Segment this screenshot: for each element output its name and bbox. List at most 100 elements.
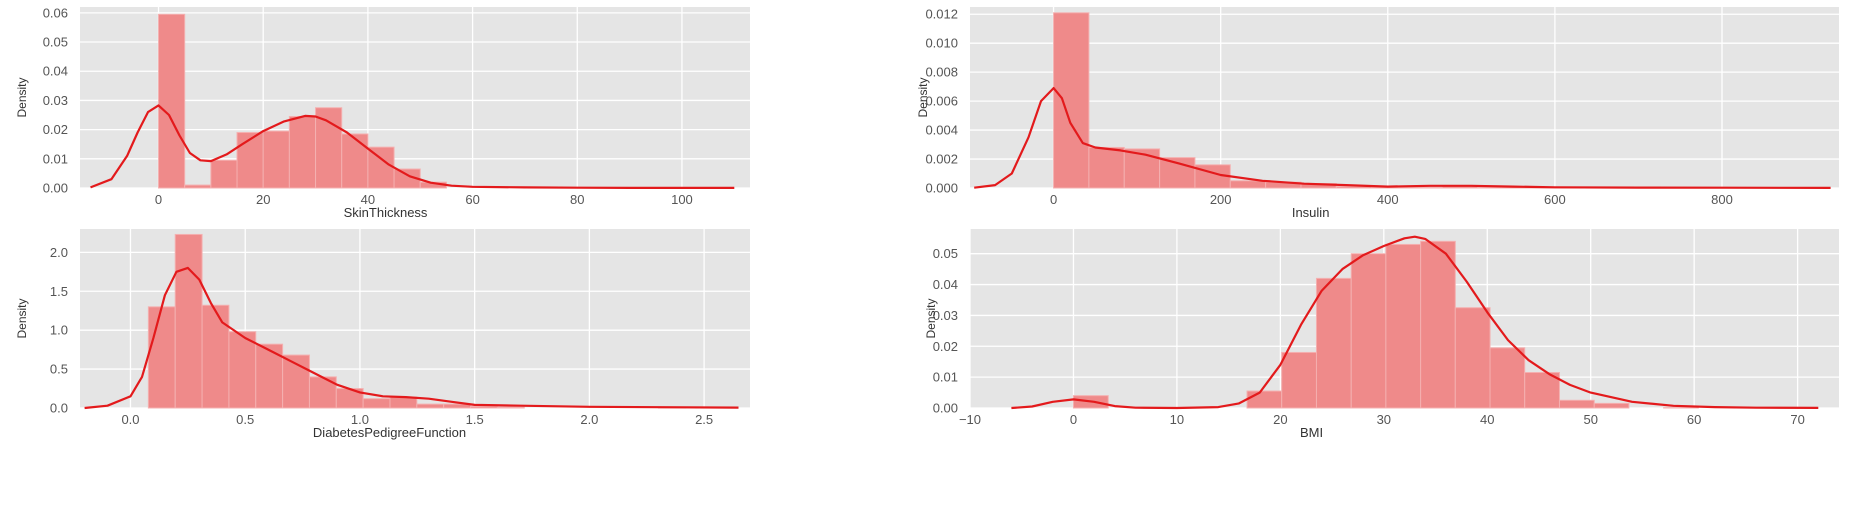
histogram-bar — [1229, 180, 1267, 189]
x-tick-label: 70 — [1790, 412, 1804, 427]
x-tick-label: 40 — [1480, 412, 1494, 427]
y-tick-label: 0.05 — [43, 35, 68, 50]
plot-background — [80, 7, 750, 188]
histogram-bar — [1053, 12, 1090, 189]
skinthickness-chart: 0 20 40 60 80 100 0.00 0.01 0.02 0.03 0.04 0.05 0.06… — [15, 5, 750, 220]
y-tick-label: 0.04 — [43, 64, 68, 79]
histogram-bar — [236, 132, 264, 189]
histogram-bar — [1088, 146, 1125, 189]
y-tick-label: 0.00 — [43, 181, 68, 196]
x-tick-label: 400 — [1377, 192, 1399, 207]
x-tick-label: 0 — [155, 192, 162, 207]
histogram-bar — [470, 405, 498, 409]
y-tick-label: 0.02 — [933, 339, 958, 354]
y-tick-label: 0.04 — [933, 277, 958, 292]
kde-line — [90, 104, 735, 189]
y-tick-label: 0.05 — [933, 246, 958, 261]
y-tick-label: 1.5 — [50, 284, 68, 299]
x-tick-label: 0 — [1050, 192, 1057, 207]
x-tick-label: 40 — [361, 192, 375, 207]
histogram-bar — [389, 396, 418, 409]
x-tick-label: 200 — [1210, 192, 1232, 207]
x-tick-label: 1.0 — [351, 412, 369, 427]
bmi-chart: −10 0 10 20 30 40 50 60 70 0.00 0.01 0.02 0.03 0.04 0.… — [924, 229, 1839, 440]
x-tick-label: 60 — [465, 192, 479, 207]
x-tick-label: 50 — [1583, 412, 1597, 427]
histogram-bar — [288, 115, 317, 189]
diabetes-pedigree-chart: 0.0 0.5 1.0 1.5 2.0 2.5 0.0 0.5 1.0 1.5 2.0 Diabete… — [15, 229, 750, 440]
y-axis-label: Density — [924, 298, 938, 338]
histogram-bar — [315, 107, 343, 189]
histogram-bar — [262, 130, 290, 189]
x-tick-label: −10 — [959, 412, 981, 427]
histogram-bar — [496, 406, 525, 409]
histogram-bar — [184, 184, 212, 189]
histogram-bar — [255, 343, 284, 409]
y-tick-label: 0.010 — [925, 36, 958, 51]
y-tick-label: 1.0 — [50, 323, 68, 338]
y-tick-label: 0.5 — [50, 362, 68, 377]
x-tick-label: 0.5 — [236, 412, 254, 427]
histogram-bar — [1123, 148, 1161, 189]
x-tick-label: 800 — [1711, 192, 1733, 207]
y-tick-label: 0.0 — [50, 401, 68, 416]
histogram-bar — [210, 159, 238, 189]
x-axis-label: SkinThickness — [344, 205, 428, 220]
histogram-bar — [1385, 243, 1422, 409]
y-tick-label: 0.02 — [43, 122, 68, 137]
y-tick-label: 0.01 — [43, 151, 68, 166]
y-axis-label: Density — [15, 77, 29, 117]
histogram-bar — [174, 233, 203, 409]
histogram-bar — [341, 133, 369, 189]
histogram-bar — [1315, 277, 1352, 409]
x-tick-label: 30 — [1377, 412, 1391, 427]
x-tick-label: 20 — [256, 192, 270, 207]
y-tick-label: 0.008 — [925, 65, 958, 80]
insulin-chart: 0 200 400 600 800 0.000 0.002 0.004 0.006 0.008 0.… — [916, 7, 1839, 220]
x-tick-label: 600 — [1544, 192, 1566, 207]
x-tick-label: 2.5 — [695, 412, 713, 427]
x-tick-label: 20 — [1273, 412, 1287, 427]
histogram-bar — [1454, 307, 1491, 409]
x-axis-label: Insulin — [1292, 205, 1330, 220]
histogram-bar — [1350, 253, 1387, 409]
histogram-bar — [1281, 351, 1317, 409]
histogram-bar — [367, 146, 395, 189]
kde-line — [1011, 235, 1819, 410]
y-tick-label: 0.002 — [925, 152, 958, 167]
kde-line — [84, 266, 739, 410]
x-tick-label: 0.0 — [121, 412, 139, 427]
histogram-bar — [1420, 240, 1456, 409]
y-tick-label: 0.00 — [933, 401, 958, 416]
histogram-bar — [158, 13, 186, 189]
histogram-bar — [1558, 399, 1595, 409]
x-axis-label: BMI — [1300, 425, 1323, 440]
y-tick-label: 0.03 — [933, 308, 958, 323]
y-axis-label: Density — [15, 298, 29, 338]
x-tick-label: 2.0 — [580, 412, 598, 427]
x-tick-label: 10 — [1170, 412, 1184, 427]
y-tick-label: 0.004 — [925, 123, 958, 138]
histogram-bar — [228, 331, 257, 409]
histogram-bar — [1489, 347, 1526, 409]
y-tick-label: 0.01 — [933, 370, 958, 385]
x-axis-label: DiabetesPedigreeFunction — [313, 425, 466, 440]
y-axis-label: Density — [916, 77, 930, 117]
histogram-bar — [416, 403, 445, 409]
x-tick-label: 60 — [1687, 412, 1701, 427]
y-tick-label: 0.06 — [43, 5, 68, 20]
y-tick-label: 0.006 — [925, 94, 958, 109]
histogram-bar — [1524, 372, 1560, 409]
histogram-bar — [1593, 402, 1630, 409]
x-tick-label: 0 — [1070, 412, 1077, 427]
y-tick-label: 0.000 — [925, 181, 958, 196]
histogram-bar — [201, 304, 230, 409]
histogram-bar — [1246, 390, 1283, 409]
kde-line — [974, 86, 1831, 189]
x-tick-label: 80 — [570, 192, 584, 207]
histogram-bar — [147, 306, 176, 409]
x-tick-label: 100 — [671, 192, 693, 207]
x-tick-label: 1.5 — [466, 412, 484, 427]
histogram-bar — [362, 398, 391, 409]
